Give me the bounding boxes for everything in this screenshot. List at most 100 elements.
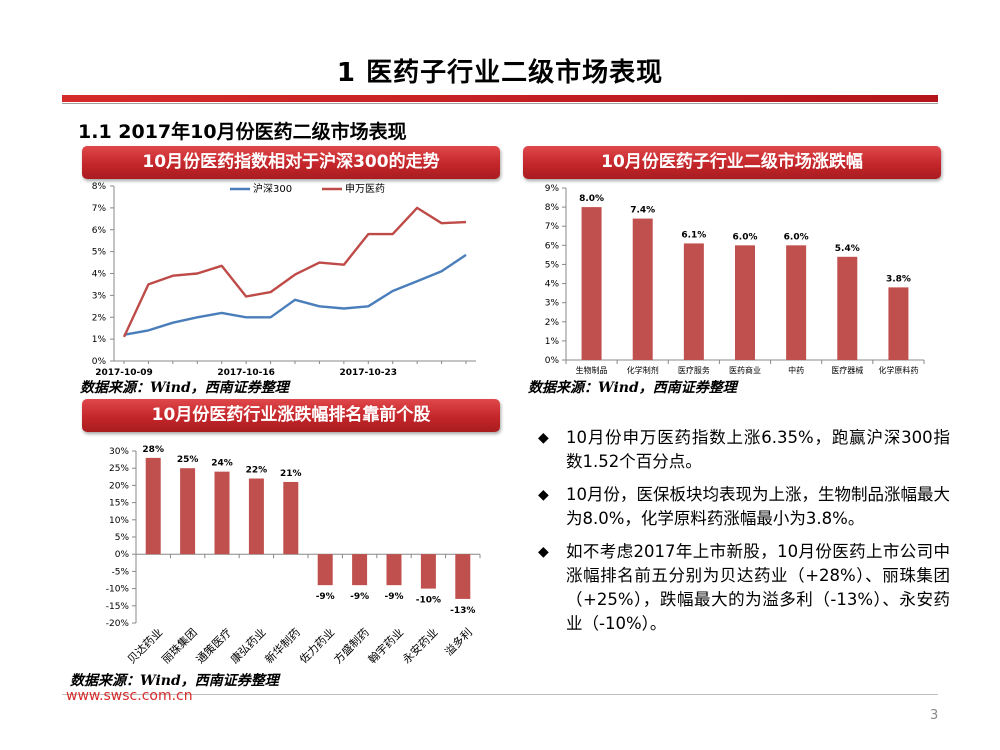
category-label: 中药: [788, 365, 804, 375]
bar: [248, 478, 264, 555]
category-label: 方盛制药: [331, 625, 372, 666]
page-number: 3: [930, 708, 939, 723]
y-tick-label: 3%: [92, 291, 107, 301]
bullet-text: 10月份申万医药指数上涨6.35%，跑赢沪深300指数1.52个百分点。: [566, 428, 950, 471]
footer-divider: [62, 694, 938, 695]
y-tick-label: 10%: [109, 516, 129, 526]
data-label: 8.0%: [579, 194, 604, 204]
source-note-stocks: 数据来源：Wind，西南证券整理: [70, 673, 279, 689]
category-label: 贝达药业: [125, 626, 165, 666]
y-tick-label: 7%: [545, 222, 560, 232]
legend-label: 申万医药: [345, 182, 385, 195]
category-label: 永安药业: [400, 625, 441, 666]
source-note-sector: 数据来源：Wind，西南证券整理: [528, 380, 737, 396]
bar: [888, 287, 909, 360]
data-label: 22%: [246, 466, 268, 476]
y-tick-label: 5%: [545, 260, 560, 270]
y-tick-label: 2%: [545, 318, 560, 328]
y-tick-label: 1%: [92, 335, 107, 345]
bar: [837, 256, 858, 360]
data-label: 24%: [211, 459, 233, 469]
bullet-item: ◆ 10月份申万医药指数上涨6.35%，跑赢沪深300指数1.52个百分点。: [538, 426, 950, 474]
data-label: -9%: [384, 592, 403, 602]
bullet-text: 10月份，医保板块均表现为上涨，生物制品涨幅最大为8.0%，化学原料药涨幅最小为…: [566, 485, 950, 528]
title-underline: [62, 95, 938, 102]
legend-label: 沪深300: [253, 182, 292, 195]
y-tick-label: 15%: [109, 499, 129, 509]
y-tick-label: -5%: [111, 567, 129, 577]
y-tick-label: -10%: [106, 585, 130, 595]
y-tick-label: 8%: [92, 182, 107, 192]
y-tick-label: 0%: [115, 550, 130, 560]
category-label: 溢多利: [442, 625, 475, 658]
category-label: 新华制药: [262, 625, 303, 666]
y-tick-label: 20%: [109, 481, 129, 491]
series-line: [122, 206, 467, 338]
title-underline-thin: [62, 103, 938, 104]
data-label: 3.8%: [886, 274, 911, 284]
data-label: 6.0%: [784, 232, 809, 242]
data-label: 6.1%: [681, 230, 706, 240]
bullet-item: ◆ 10月份，医保板块均表现为上涨，生物制品涨幅最大为8.0%，化学原料药涨幅最…: [538, 483, 950, 531]
bar: [283, 481, 299, 555]
diamond-bullet-icon: ◆: [538, 544, 549, 560]
x-tick-label: 2017-10-09: [95, 368, 153, 378]
section-subtitle: 1.1 2017年10月份医药二级市场表现: [78, 121, 407, 143]
data-label: 6.0%: [733, 232, 758, 242]
bullet-item: ◆ 如不考虑2017年上市新股，10月份医药上市公司中涨幅排名前五分别为贝达药业…: [538, 540, 950, 636]
data-label: -10%: [416, 596, 441, 606]
y-tick-label: 8%: [545, 203, 560, 213]
category-label: 丽珠集团: [159, 625, 200, 666]
category-label: 医疗服务: [678, 365, 710, 375]
line-chart: 0% 1% 2% 3% 4% 5% 6% 7% 8% 2017-10-09 2017-10-16 20…: [92, 182, 476, 378]
bar: [180, 468, 196, 555]
data-label: -9%: [316, 592, 335, 602]
bar: [386, 554, 402, 586]
y-tick-label: 5%: [92, 248, 107, 258]
data-label: 28%: [142, 445, 164, 455]
bar: [145, 457, 161, 555]
bar: [632, 218, 653, 360]
stock-chart-ribbon: 10月份医药行业涨跌幅排名靠前个股: [82, 399, 500, 432]
bar: [455, 554, 471, 599]
y-tick-label: 2%: [92, 313, 107, 323]
bar: [683, 243, 704, 360]
data-label: 7.4%: [630, 206, 655, 216]
bar: [214, 471, 230, 555]
diamond-bullet-icon: ◆: [538, 430, 549, 446]
bar-chart-ribbon: 10月份医药子行业二级市场涨跌幅: [523, 146, 941, 179]
y-tick-label: 3%: [545, 299, 560, 309]
category-label: 康弘药业: [228, 625, 269, 666]
data-label: 25%: [177, 455, 199, 465]
category-label: 翰宇药业: [365, 625, 406, 666]
bullet-list: ◆ 10月份申万医药指数上涨6.35%，跑赢沪深300指数1.52个百分点。 ◆…: [538, 426, 950, 645]
y-tick-label: 0%: [92, 357, 107, 367]
stock-bar-chart: -20% -15% -10% -5% 0% 5% 10% 15% 20% 25% 30% 28% 贝达药…: [106, 445, 481, 666]
data-label: -13%: [450, 606, 475, 616]
category-label: 医药商业: [729, 365, 761, 375]
bar: [735, 245, 755, 360]
bar: [317, 554, 333, 586]
diamond-bullet-icon: ◆: [538, 487, 549, 503]
bullet-text: 如不考虑2017年上市新股，10月份医药上市公司中涨幅排名前五分别为贝达药业（+…: [566, 542, 950, 633]
y-tick-label: 6%: [92, 226, 107, 236]
source-note-line: 数据来源：Wind，西南证券整理: [80, 380, 289, 396]
y-tick-label: 4%: [92, 270, 107, 280]
y-tick-label: 0%: [545, 356, 560, 366]
category-label: 医疗器械: [831, 365, 863, 375]
data-label: -9%: [350, 592, 369, 602]
website-link[interactable]: www.swsc.com.cn: [66, 688, 193, 704]
y-tick-label: 7%: [92, 204, 107, 214]
y-tick-label: 30%: [109, 447, 129, 457]
bar: [581, 207, 602, 360]
y-tick-label: 1%: [545, 337, 560, 347]
y-tick-label: -20%: [106, 619, 130, 629]
x-tick-label: 2017-10-16: [217, 368, 275, 378]
category-label: 通策医疗: [193, 625, 234, 666]
sector-bar-chart: 0% 1% 2% 3% 4% 5% 6% 7% 8% 9% 8.0% 生物制品 7.4% 化学制剂 6.1%…: [545, 184, 925, 375]
y-tick-label: 9%: [545, 184, 560, 194]
bar: [420, 554, 436, 589]
line-chart-ribbon: 10月份医药指数相对于沪深300的走势: [82, 146, 500, 179]
category-label: 化学制剂: [627, 365, 659, 375]
bar: [352, 554, 368, 586]
